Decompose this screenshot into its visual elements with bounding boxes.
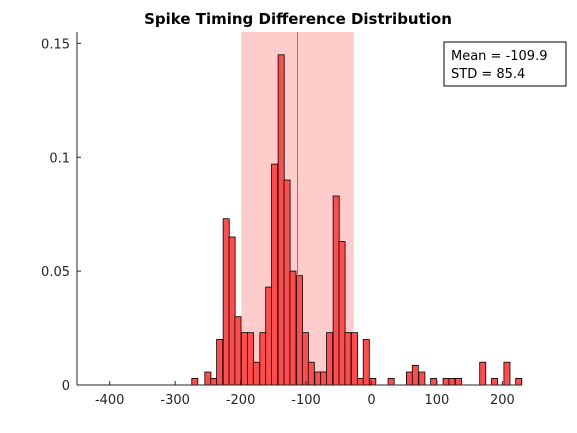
histogram-bar [204, 371, 212, 386]
histogram-bar [246, 332, 254, 386]
histogram-bar [265, 286, 273, 386]
histogram-bar [191, 377, 199, 386]
histogram-bar [491, 377, 498, 386]
x-tick-label: -100 [291, 393, 321, 408]
histogram-bar [289, 270, 297, 386]
histogram-bar [307, 361, 315, 386]
histogram-bar [210, 377, 218, 386]
stats-box-frame [443, 41, 567, 87]
histogram-bar [271, 163, 279, 386]
histogram-bar [241, 332, 248, 386]
histogram-bar [259, 332, 267, 386]
histogram-bar [387, 377, 395, 386]
y-tick-label: 0.05 [41, 265, 70, 280]
histogram-bar [442, 377, 450, 386]
stats-box: Mean = -109.9 STD = 85.4 [443, 41, 567, 87]
histogram-bar [216, 339, 224, 386]
histogram-bar [234, 316, 242, 386]
y-tick-label: 0.15 [41, 37, 70, 52]
histogram-bar [430, 377, 438, 386]
histogram-bar [338, 241, 346, 386]
mean-stat: Mean = -109.9 [451, 49, 547, 64]
x-tick-label: 200 [490, 393, 515, 408]
x-tick-label: -400 [95, 393, 125, 408]
x-ticks: -400 -300 -200 -100 0 100 200 [95, 381, 515, 408]
histogram-bar [314, 371, 322, 386]
axes: -400 -300 -200 -100 0 100 200 0 0.05 0.1 0.15 [41, 32, 522, 408]
histogram-bar [332, 195, 340, 386]
histogram-bar [455, 377, 462, 386]
histogram-bar [503, 361, 511, 386]
x-tick-label: 0 [367, 393, 375, 408]
histogram-bar [252, 361, 260, 386]
histogram-bar [277, 54, 285, 386]
y-tick-label: 0.1 [49, 151, 70, 166]
histogram-bar [479, 361, 487, 386]
histogram-bar [405, 371, 413, 386]
y-tick-label: 0 [62, 379, 70, 394]
histogram-bar [222, 218, 230, 386]
histogram-bar [411, 365, 419, 386]
x-tick-label: -300 [160, 393, 190, 408]
histogram-bar [301, 332, 309, 386]
histogram-bar [362, 339, 370, 386]
histogram-bar [351, 332, 358, 386]
chart-title: Spike Timing Difference Distribution [144, 10, 452, 28]
histogram-bar [344, 332, 352, 386]
y-ticks: 0 0.05 0.1 0.15 [41, 37, 81, 394]
histogram-bars [191, 54, 523, 386]
x-tick-label: 100 [425, 393, 450, 408]
histogram-bar [369, 377, 377, 386]
histogram-bar [326, 332, 334, 386]
std-stat: STD = 85.4 [451, 67, 525, 82]
histogram-bar [448, 377, 456, 386]
x-tick-label: -200 [226, 393, 256, 408]
histogram-bar [418, 371, 426, 386]
histogram-bar [228, 236, 236, 386]
histogram-bar [320, 371, 328, 386]
histogram-bar [356, 377, 364, 386]
histogram-bar [283, 179, 291, 386]
histogram-bar [515, 377, 523, 386]
